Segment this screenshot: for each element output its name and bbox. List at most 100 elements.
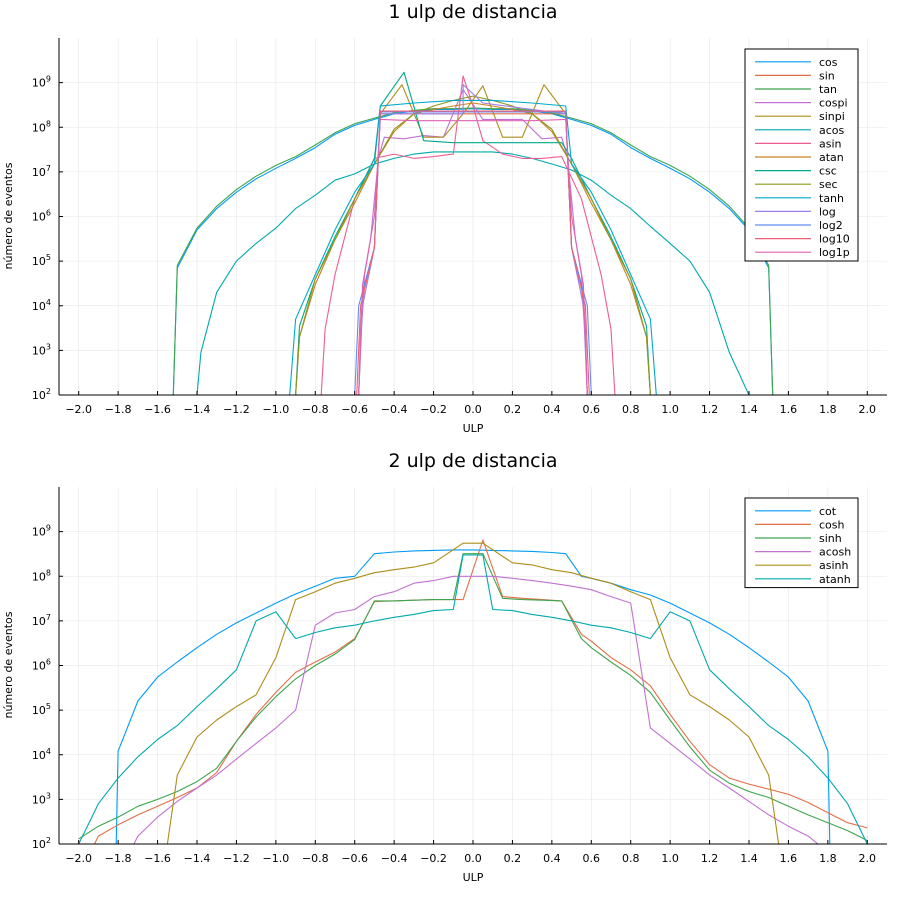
x-tick-label: −0.2 — [420, 403, 447, 416]
y-tick-label: 102 — [32, 387, 51, 402]
x-tick-label: −1.4 — [184, 403, 211, 416]
y-tick-label: 103 — [32, 342, 51, 357]
y-tick-label: 102 — [32, 836, 51, 851]
x-tick-label: −0.8 — [302, 403, 329, 416]
y-tick-label: 105 — [32, 253, 51, 268]
legend-label-log10: log10 — [819, 233, 850, 246]
legend-label-cot: cot — [819, 505, 837, 518]
x-tick-label: 1.0 — [661, 403, 679, 416]
series-line-acosh — [133, 575, 819, 844]
x-tick-label: 0.2 — [504, 852, 522, 865]
x-tick-label: −0.2 — [420, 852, 447, 865]
x-axis-label: ULP — [463, 871, 484, 884]
y-axis-label: número de eventos — [2, 162, 15, 269]
legend-label-log2: log2 — [819, 219, 843, 232]
x-tick-label: 1.2 — [701, 852, 719, 865]
legend-label-cosh: cosh — [819, 518, 845, 531]
series-line-csc — [295, 71, 651, 395]
x-tick-label: 2.0 — [859, 852, 877, 865]
x-tick-label: −1.2 — [223, 403, 250, 416]
series-group — [172, 71, 774, 395]
y-tick-label: 107 — [32, 164, 51, 179]
y-tick-label: 103 — [32, 791, 51, 806]
x-tick-label: −1.4 — [184, 852, 211, 865]
x-tick-label: −0.6 — [341, 852, 368, 865]
chart-title: 2 ulp de distancia — [388, 450, 557, 472]
series-group — [78, 539, 868, 844]
y-tick-label: 109 — [32, 524, 51, 539]
series-line-cos — [172, 108, 774, 395]
series-line-sec — [295, 95, 651, 395]
x-tick-label: 0.4 — [543, 852, 561, 865]
x-tick-label: 1.4 — [740, 403, 758, 416]
legend-label-log: log — [819, 205, 836, 218]
legend-label-cospi: cospi — [819, 97, 848, 110]
legend-label-acosh: acosh — [819, 546, 851, 559]
series-line-cot — [115, 549, 831, 844]
x-tick-label: 0.0 — [464, 403, 482, 416]
y-tick-label: 104 — [32, 747, 51, 762]
legend-label-cos: cos — [819, 56, 838, 69]
series-line-log10 — [356, 110, 590, 395]
x-tick-label: −0.4 — [381, 852, 408, 865]
series-line-asinh — [166, 542, 780, 844]
legend-label-sinh: sinh — [819, 532, 842, 545]
legend-label-sec: sec — [819, 178, 838, 191]
x-tick-label: 1.8 — [819, 403, 837, 416]
series-line-cosh — [94, 539, 868, 844]
series-line-log1p — [358, 118, 588, 395]
x-tick-label: −0.4 — [381, 403, 408, 416]
series-line-acos — [196, 151, 750, 395]
x-tick-label: 0.2 — [504, 403, 522, 416]
x-tick-label: 0.6 — [583, 852, 601, 865]
y-tick-label: 108 — [32, 119, 51, 134]
x-tick-label: 0.6 — [583, 403, 601, 416]
y-tick-label: 104 — [32, 298, 51, 313]
series-line-log2 — [354, 111, 592, 395]
x-tick-label: 2.0 — [859, 403, 877, 416]
series-line-atan — [295, 102, 651, 395]
x-axis-label: ULP — [463, 422, 484, 435]
x-tick-label: −2.0 — [65, 403, 92, 416]
x-tick-label: −2.0 — [65, 852, 92, 865]
series-line-sinh — [78, 553, 868, 841]
x-tick-label: 0.4 — [543, 403, 561, 416]
legend-label-asinh: asinh — [819, 559, 848, 572]
series-line-atanh — [78, 554, 868, 844]
legend-label-sin: sin — [819, 69, 835, 82]
panel-1ulp: 1 ulp de distancia ULP número de eventos… — [2, 1, 887, 435]
legend-box — [744, 48, 859, 262]
x-tick-label: 1.0 — [661, 852, 679, 865]
x-tick-label: −1.8 — [105, 852, 132, 865]
x-tick-label: 0.0 — [464, 852, 482, 865]
x-tick-label: 0.8 — [622, 403, 640, 416]
series-line-log — [358, 84, 588, 395]
y-axis-label: número de eventos — [2, 611, 15, 718]
x-tick-label: −1.8 — [105, 403, 132, 416]
legend-box — [744, 497, 859, 589]
legend-label-log1p: log1p — [819, 246, 850, 259]
x-tick-label: 0.8 — [622, 852, 640, 865]
panel-2ulp: 2 ulp de distancia ULP número de eventos… — [2, 450, 887, 884]
x-tick-label: −1.6 — [144, 403, 171, 416]
series-line-tanh — [289, 99, 657, 395]
legend-label-tanh: tanh — [819, 192, 844, 205]
chart-title: 1 ulp de distancia — [388, 1, 557, 23]
x-tick-label: −1.2 — [223, 852, 250, 865]
x-tick-label: −0.8 — [302, 852, 329, 865]
y-tick-label: 106 — [32, 209, 51, 224]
y-tick-label: 108 — [32, 568, 51, 583]
y-tick-label: 107 — [32, 613, 51, 628]
legend-label-asin: asin — [819, 137, 842, 150]
x-tick-label: 1.6 — [780, 852, 798, 865]
legend-label-acos: acos — [819, 124, 845, 137]
legend-label-atan: atan — [819, 151, 844, 164]
y-tick-label: 106 — [32, 658, 51, 673]
x-tick-label: −1.0 — [262, 403, 289, 416]
legend-label-csc: csc — [819, 165, 837, 178]
legend-label-tan: tan — [819, 83, 837, 96]
x-tick-label: −0.6 — [341, 403, 368, 416]
legend-label-sinpi: sinpi — [819, 110, 845, 123]
x-tick-label: 1.8 — [819, 852, 837, 865]
